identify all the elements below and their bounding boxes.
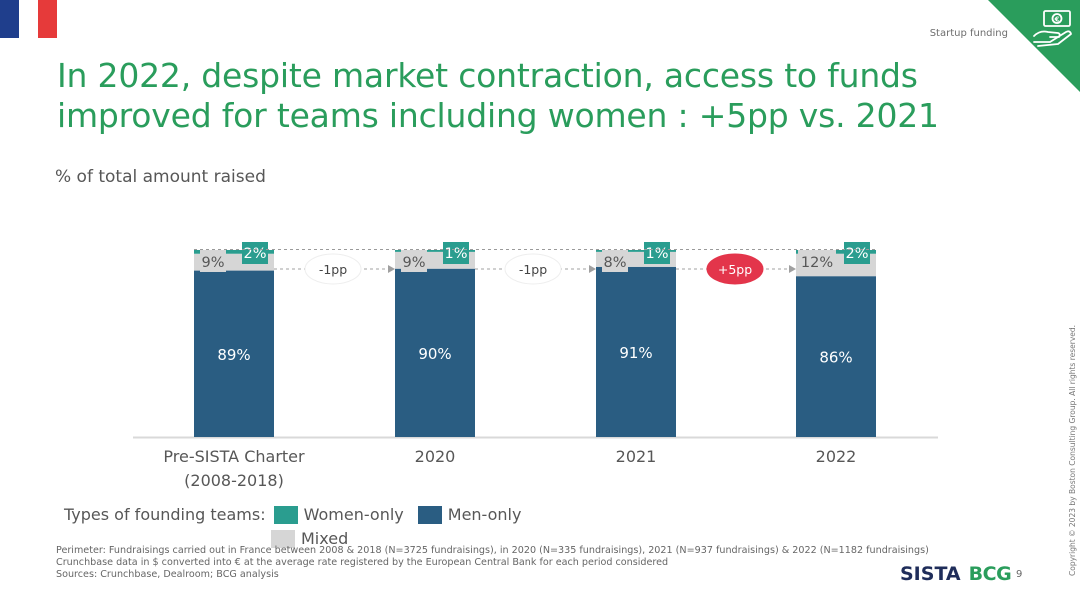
- bar-men-only-3: [796, 276, 876, 437]
- annotation-bubble-0: [304, 253, 362, 285]
- label-box-mixed-3: [798, 250, 836, 272]
- annotation-arrowhead-0: [388, 265, 395, 273]
- page-number: 9: [1016, 569, 1023, 580]
- data-label-women-only-3: 2%: [845, 246, 868, 262]
- data-label-women-only-1: 1%: [444, 246, 467, 262]
- legend-item-men-only: Men-only: [417, 504, 522, 526]
- legend-item-women-only: Women-only: [273, 504, 404, 526]
- bar-men-only-0: [194, 270, 274, 437]
- x-tick-label-2-0: 2021: [616, 447, 657, 466]
- bar-women-only-2: [596, 250, 676, 252]
- legend-swatch-women-only: [273, 506, 298, 524]
- x-tick-label-1-0: 2020: [415, 447, 456, 466]
- label-box-mixed-0: [200, 250, 226, 272]
- data-label-men-only-0: 89%: [217, 346, 250, 364]
- label-box-women-only-1: [443, 242, 469, 264]
- annotation-arrowhead-2: [789, 265, 796, 273]
- section-topic: Startup funding: [929, 28, 1008, 39]
- label-box-women-only-0: [242, 242, 268, 264]
- flag-white-stripe: [19, 0, 38, 38]
- footer-logos: SISTA BCG: [900, 563, 1012, 585]
- corner-badge: €: [988, 0, 1080, 92]
- footnote: Perimeter: Fundraisings carried out in F…: [56, 545, 956, 581]
- footnote-sources: Sources: Crunchbase, Dealroom; BCG analy…: [56, 569, 279, 580]
- bar-men-only-2: [596, 266, 676, 437]
- data-label-mixed-0: 9%: [201, 255, 224, 271]
- data-label-men-only-3: 86%: [819, 349, 852, 367]
- footnote-perimeter: Perimeter: Fundraisings carried out in F…: [56, 545, 929, 556]
- annotation-bubble-2: [706, 253, 764, 285]
- annotation-label-2: +5pp: [718, 262, 752, 277]
- copyright-notice: Copyright © 2023 by Boston Consulting Gr…: [1068, 324, 1077, 576]
- slide-title-line-2: improved for teams including women : +5p…: [57, 96, 939, 135]
- chart-subtitle: % of total amount raised: [55, 167, 266, 187]
- annotation-label-1: -1pp: [519, 262, 547, 277]
- svg-text:€: €: [1054, 16, 1060, 24]
- x-tick-label-0-0: Pre-SISTA Charter: [163, 447, 305, 466]
- slide-title: In 2022, despite market contraction, acc…: [57, 56, 1017, 136]
- data-label-mixed-3: 12%: [801, 255, 833, 271]
- legend-title: Types of founding teams:: [64, 505, 266, 524]
- x-tick-label-0-1: (2008-2018): [184, 471, 284, 490]
- label-box-mixed-1: [401, 250, 427, 272]
- data-label-mixed-1: 9%: [402, 255, 425, 271]
- legend-label-mixed: Mixed: [301, 529, 349, 548]
- bar-men-only-1: [395, 268, 475, 437]
- data-label-mixed-2: 8%: [603, 255, 626, 271]
- sista-logo: SISTA: [900, 563, 961, 585]
- legend-item-mixed: Mixed: [271, 528, 348, 550]
- data-label-women-only-2: 1%: [645, 246, 668, 262]
- legend-label-men-only: Men-only: [447, 505, 522, 524]
- money-hand-icon: [1033, 10, 1072, 47]
- flag-red-stripe: [38, 0, 57, 38]
- bcg-logo: BCG: [968, 563, 1012, 585]
- annotation-bubble-1: [504, 253, 562, 285]
- bar-women-only-0: [194, 250, 274, 254]
- annotation-label-0: -1pp: [319, 262, 347, 277]
- footnote-currency: Crunchbase data in $ converted into € at…: [56, 557, 669, 568]
- legend-swatch-men-only: [417, 506, 442, 524]
- label-box-women-only-2: [644, 242, 670, 264]
- annotation-arrowhead-1: [589, 265, 596, 273]
- label-box-women-only-3: [844, 242, 870, 264]
- bar-women-only-1: [395, 250, 475, 252]
- slide-title-line-1: In 2022, despite market contraction, acc…: [57, 56, 918, 95]
- data-label-women-only-0: 2%: [243, 246, 266, 262]
- chart-legend: Types of founding teams: Women-only Men-…: [64, 504, 535, 548]
- label-box-mixed-2: [602, 250, 628, 272]
- france-flag: [0, 0, 57, 38]
- flag-blue-stripe: [0, 0, 19, 38]
- legend-swatch-mixed: [271, 530, 295, 548]
- data-label-men-only-2: 91%: [619, 344, 652, 362]
- data-label-men-only-1: 90%: [418, 345, 451, 363]
- x-tick-label-3-0: 2022: [816, 447, 857, 466]
- legend-label-women-only: Women-only: [303, 505, 404, 524]
